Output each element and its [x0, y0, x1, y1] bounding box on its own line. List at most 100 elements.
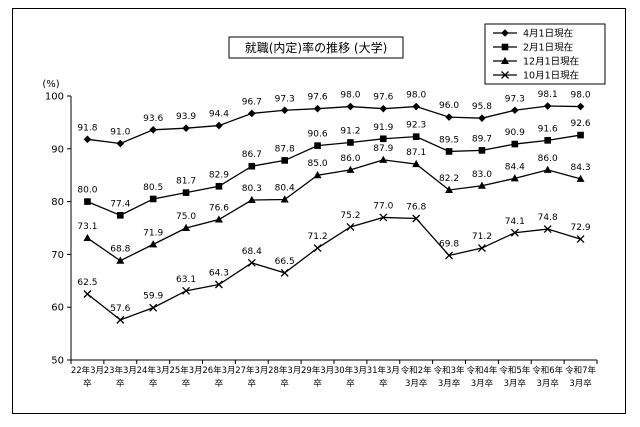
- data-point: [116, 139, 125, 148]
- data-point: [117, 212, 124, 219]
- chart-title-box: [228, 36, 404, 59]
- data-point: [182, 189, 190, 196]
- data-point: [412, 133, 420, 140]
- data-point: [511, 140, 519, 148]
- data-point: [215, 182, 223, 190]
- data-point: [478, 114, 486, 122]
- x-tick-label: 令和4年 3月卒: [466, 365, 497, 389]
- data-label: 98.0: [340, 91, 360, 101]
- data-point: [380, 135, 387, 143]
- x-tick-label: 30年3月卒: [334, 365, 367, 389]
- x-tick-label: 28年3月卒: [268, 365, 301, 389]
- data-label: 82.2: [439, 174, 459, 184]
- series-square: 80.0 77.4 80.5 81.7 82.9 86.7 87.8 90.6 91.2 91.9…: [77, 119, 591, 219]
- data-point: [510, 174, 519, 182]
- data-point: [149, 303, 158, 312]
- data-point: [477, 244, 486, 253]
- series-line: [87, 159, 581, 262]
- data-point: [281, 157, 288, 164]
- legend: 4月1日現在 2月1日現在 12月1日現在 10月1日現在: [484, 23, 606, 85]
- data-label: 97.6: [373, 93, 393, 103]
- data-label: 90.9: [505, 128, 525, 138]
- legend-label: 2月1日現在: [523, 42, 573, 54]
- data-point: [347, 139, 354, 146]
- data-point: [379, 213, 388, 222]
- data-point: [412, 102, 420, 111]
- data-label: 91.8: [77, 123, 97, 133]
- data-point: [248, 162, 256, 170]
- data-point: [510, 228, 519, 237]
- data-point: [379, 104, 388, 113]
- series-x: 62.5 57.6 59.9 63.1 64.3 68.4 66.5 71.2 75.2 77.0…: [77, 201, 591, 324]
- data-point: [214, 215, 223, 223]
- data-label: 86.0: [538, 154, 558, 164]
- data-point: [478, 147, 486, 154]
- data-label: 71.2: [308, 232, 328, 242]
- axes: 50 60 70 80 90 100 22年3月卒23年3月卒24年3月卒25年3月卒26年…: [45, 92, 598, 389]
- data-label: 77.0: [373, 201, 393, 211]
- x-tick-label: 令和5年 3月卒: [499, 365, 530, 389]
- data-label: 80.0: [77, 186, 97, 196]
- data-label: 92.6: [571, 119, 591, 129]
- x-tick-label: 令和2年 3月卒: [401, 365, 432, 389]
- data-label: 87.9: [373, 144, 393, 154]
- data-label: 85.0: [308, 159, 328, 169]
- data-label: 57.6: [110, 304, 130, 314]
- data-label: 71.2: [472, 232, 492, 242]
- data-point: [149, 240, 158, 248]
- data-point: [313, 104, 322, 113]
- data-label: 97.6: [308, 93, 328, 103]
- data-point: [182, 124, 190, 133]
- data-label: 91.2: [340, 126, 360, 136]
- data-label: 93.6: [143, 114, 163, 124]
- data-point: [149, 125, 157, 134]
- data-point: [149, 195, 157, 203]
- data-label: 92.3: [406, 121, 426, 131]
- data-point: [543, 102, 552, 110]
- data-label: 96.7: [242, 97, 262, 107]
- legend-marker: [501, 56, 509, 64]
- data-label: 74.8: [538, 213, 558, 223]
- y-tick-label: 60: [51, 303, 64, 314]
- series-diamond: 91.8 91.0 93.6 93.9 94.4 96.7 97.3 97.6 98.0 97.6…: [77, 90, 591, 148]
- line-chart: 就職(内定)率の推移 (大学) (%) 506070809010022年3月卒2…: [42, 23, 606, 389]
- data-label: 95.8: [472, 102, 492, 112]
- series-line: [87, 105, 581, 145]
- data-label: 84.3: [571, 163, 591, 173]
- y-axis-unit-label: (%): [42, 79, 59, 90]
- data-label: 87.1: [406, 148, 426, 158]
- data-point: [577, 131, 584, 139]
- data-point: [445, 185, 454, 193]
- legend-label: 12月1日現在: [523, 56, 579, 68]
- data-label: 75.2: [340, 211, 360, 221]
- data-label: 64.3: [209, 268, 229, 278]
- data-label: 82.9: [209, 170, 229, 180]
- data-label: 97.3: [505, 94, 525, 104]
- x-tick-label: 令和7年 3月卒: [565, 365, 596, 389]
- data-label: 98.0: [571, 91, 591, 101]
- data-point: [379, 155, 388, 163]
- x-tick-label: 22年3月卒: [71, 365, 104, 389]
- data-label: 91.0: [110, 128, 130, 138]
- x-tick-label: 23年3月卒: [104, 365, 137, 389]
- data-label: 80.4: [275, 183, 295, 193]
- data-label: 98.0: [406, 91, 426, 101]
- data-label: 83.0: [472, 170, 492, 180]
- legend-marker: [501, 71, 509, 79]
- y-tick-label: 90: [51, 144, 64, 155]
- x-tick-label: 29年3月卒: [301, 365, 334, 389]
- data-label: 84.4: [505, 162, 525, 172]
- data-point: [116, 256, 125, 264]
- data-label: 86.0: [340, 154, 360, 164]
- data-label: 97.3: [275, 94, 295, 104]
- data-label: 90.6: [308, 130, 328, 140]
- data-label: 66.5: [275, 257, 295, 267]
- legend-marker: [501, 43, 509, 51]
- data-point: [445, 251, 454, 260]
- data-label: 77.4: [110, 199, 130, 209]
- data-point: [313, 244, 322, 253]
- data-label: 93.9: [176, 112, 196, 122]
- data-label: 63.1: [176, 275, 196, 285]
- data-point: [215, 121, 223, 130]
- data-point: [280, 195, 289, 203]
